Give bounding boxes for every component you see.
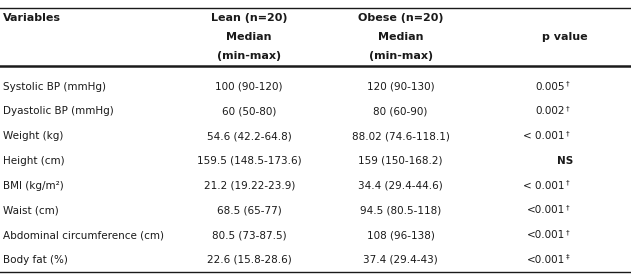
Text: 60 (50-80): 60 (50-80) <box>222 106 276 116</box>
Text: 108 (96-138): 108 (96-138) <box>367 230 435 240</box>
Text: †: † <box>565 180 569 186</box>
Text: Height (cm): Height (cm) <box>3 156 65 166</box>
Text: 120 (90-130): 120 (90-130) <box>367 82 435 92</box>
Text: <0.001: <0.001 <box>526 205 565 215</box>
Text: 80.5 (73-87.5): 80.5 (73-87.5) <box>212 230 286 240</box>
Text: 21.2 (19.22-23.9): 21.2 (19.22-23.9) <box>204 181 295 191</box>
Text: 0.002: 0.002 <box>535 106 565 116</box>
Text: < 0.001: < 0.001 <box>523 181 565 191</box>
Text: <0.001: <0.001 <box>526 255 565 265</box>
Text: 0.005: 0.005 <box>535 82 565 92</box>
Text: 34.4 (29.4-44.6): 34.4 (29.4-44.6) <box>358 181 443 191</box>
Text: 100 (90-120): 100 (90-120) <box>216 82 283 92</box>
Text: 159.5 (148.5-173.6): 159.5 (148.5-173.6) <box>197 156 302 166</box>
Text: Variables: Variables <box>3 13 61 23</box>
Text: 37.4 (29.4-43): 37.4 (29.4-43) <box>363 255 438 265</box>
Text: Dyastolic BP (mmHg): Dyastolic BP (mmHg) <box>3 106 114 116</box>
Text: ‡: ‡ <box>565 254 569 260</box>
Text: 94.5 (80.5-118): 94.5 (80.5-118) <box>360 205 441 215</box>
Text: Median: Median <box>378 32 423 42</box>
Text: <0.001: <0.001 <box>526 230 565 240</box>
Text: Median: Median <box>227 32 272 42</box>
Text: †: † <box>565 105 569 111</box>
Text: Abdominal circumference (cm): Abdominal circumference (cm) <box>3 230 164 240</box>
Text: Waist (cm): Waist (cm) <box>3 205 59 215</box>
Text: Weight (kg): Weight (kg) <box>3 131 64 141</box>
Text: Lean (n=20): Lean (n=20) <box>211 13 288 23</box>
Text: 88.02 (74.6-118.1): 88.02 (74.6-118.1) <box>351 131 450 141</box>
Text: NS: NS <box>557 156 573 166</box>
Text: 54.6 (42.2-64.8): 54.6 (42.2-64.8) <box>207 131 292 141</box>
Text: Body fat (%): Body fat (%) <box>3 255 68 265</box>
Text: 68.5 (65-77): 68.5 (65-77) <box>217 205 281 215</box>
Text: 159 (150-168.2): 159 (150-168.2) <box>358 156 443 166</box>
Text: 80 (60-90): 80 (60-90) <box>374 106 428 116</box>
Text: 22.6 (15.8-28.6): 22.6 (15.8-28.6) <box>207 255 292 265</box>
Text: p value: p value <box>542 32 587 42</box>
Text: < 0.001: < 0.001 <box>523 131 565 141</box>
Text: Systolic BP (mmHg): Systolic BP (mmHg) <box>3 82 106 92</box>
Text: (min-max): (min-max) <box>217 51 281 61</box>
Text: BMI (kg/m²): BMI (kg/m²) <box>3 181 64 191</box>
Text: †: † <box>565 81 569 87</box>
Text: Obese (n=20): Obese (n=20) <box>358 13 444 23</box>
Text: †: † <box>565 204 569 210</box>
Text: (min-max): (min-max) <box>369 51 433 61</box>
Text: †: † <box>565 130 569 136</box>
Text: †: † <box>565 229 569 235</box>
